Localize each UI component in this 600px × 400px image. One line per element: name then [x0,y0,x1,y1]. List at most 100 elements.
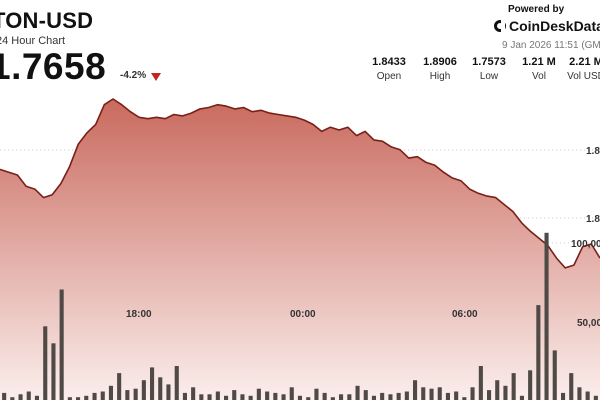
volume-bar [404,391,409,400]
volume-bar [585,391,590,400]
volume-bar [462,397,467,400]
stat-label: Low [479,71,499,82]
y-axis-ticks: 1.8 1.8 100,00 50,00 [571,146,600,329]
coindesk-data-logo[interactable]: CoinDeskData [494,18,600,34]
volume-bar [289,387,294,400]
pair-title: TON-USD [0,8,94,33]
volume-bar [182,392,187,400]
x-axis-ticks: 18:00 00:00 06:00 [126,309,478,320]
volume-bar [536,305,541,400]
volume-bar [2,392,7,400]
volume-bar [314,388,319,400]
volume-bar [396,392,401,400]
volume-bar [577,387,582,400]
volume-bar [478,366,483,400]
stat-label: Vol [532,71,546,82]
stat-open: 1.8433 Open [359,56,419,82]
volume-bar [76,397,81,400]
volume-bar [413,380,418,400]
stat-value: 1.7573 [472,56,506,68]
volume-bar [273,392,278,400]
stat-label: High [429,71,451,82]
stat-low: 1.7573 Low [459,56,519,82]
volume-bar [133,388,138,400]
chart-subtitle: 24 Hour Chart [0,35,66,47]
volume-bar [166,384,171,400]
volume-bar [487,390,492,400]
volume-bar [437,387,442,400]
volume-bar [380,392,385,400]
volume-bar [248,395,253,400]
volume-bar [224,395,229,400]
stat-value: 1.8433 [372,56,406,68]
stat-value: 1.8906 [423,56,457,68]
volume-bar [511,373,516,400]
x-tick-label: 06:00 [452,309,478,320]
price-line [0,98,600,269]
volume-bar [495,380,500,400]
stat-label: Open [376,71,402,82]
stat-value: 2.21 M [569,56,600,68]
current-price: 1.7658 [0,46,107,87]
timestamp: 9 Jan 2026 11:51 (GMT) [502,40,600,51]
stat-label: Vol USD [567,71,600,82]
volume-bar [388,394,393,400]
down-triangle-icon [151,73,161,81]
volume-bar [199,394,204,400]
y-tick-label: 1.8 [586,214,600,225]
volume-bar [43,326,48,400]
volume-bar [503,385,508,400]
price-change: -4.2% [120,70,147,81]
volume-bar [339,394,344,400]
volume-bar [544,232,549,400]
volume-bar [528,370,533,400]
volume-bar [519,395,524,400]
volume-bar [92,392,97,400]
volume-bar [561,392,566,400]
volume-bar [84,395,89,400]
volume-bar [141,380,146,400]
stat-high: 1.8906 High [410,56,470,82]
volume-bar [454,391,459,400]
volume-bar [593,395,598,400]
volume-bar [18,394,23,400]
volume-bar [552,350,557,400]
volume-bar [371,395,376,400]
volume-bar [569,373,574,400]
coindesk-logo-icon [494,20,506,32]
volume-bar [445,392,450,400]
volume-bar [355,385,360,400]
volume-bar [100,391,105,400]
y-tick-label: 100,00 [571,239,600,250]
price-area [0,99,600,400]
volume-bar [125,390,130,400]
volume-bar [59,289,64,400]
volume-bar [51,343,56,400]
volume-bar [265,391,270,400]
volume-bar [363,390,368,400]
y-tick-label: 50,00 [577,318,600,329]
volume-bar [232,390,237,400]
volume-bar [330,397,335,400]
volume-bar [117,373,122,400]
volume-bar [191,387,196,400]
volume-bar [322,392,327,400]
volume-bar [158,377,163,400]
volume-bar [150,367,155,400]
volume-bar [297,395,302,400]
volume-bar [421,387,426,400]
volume-bar [429,388,434,400]
volume-bar [240,394,245,400]
stat-value: 1.21 M [522,56,556,68]
volume-bars [2,232,598,400]
y-tick-label: 1.8 [586,146,600,157]
powered-by-label: Powered by [508,4,565,15]
volume-bar [67,397,72,400]
volume-bar [26,391,31,400]
stat-vol-usd: 2.21 M Vol USD [556,56,600,82]
volume-bar [470,387,475,400]
volume-bar [174,366,179,400]
volume-bar [347,394,352,400]
x-tick-label: 18:00 [126,309,152,320]
